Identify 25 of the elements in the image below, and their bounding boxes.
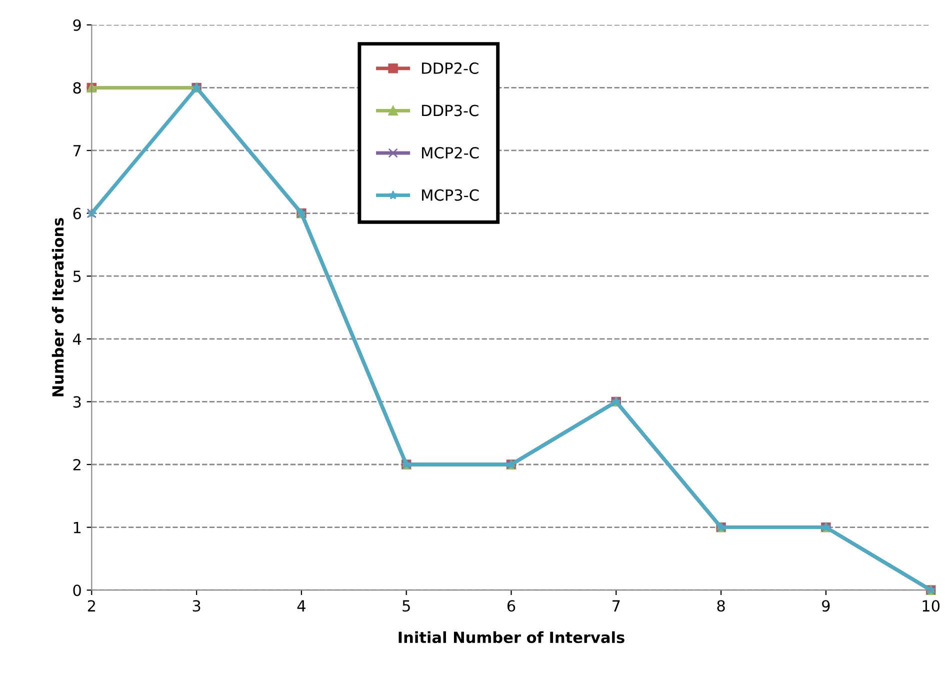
x-tick-label: 10 (922, 600, 940, 612)
x-tick-label: 3 (192, 600, 200, 612)
y-tick-label: 0 (73, 584, 81, 596)
x-axis-title: Initial Number of Intervals (398, 631, 624, 644)
x-tick-label: 7 (612, 600, 620, 612)
legend-label: MCP3-C (422, 189, 479, 201)
x-tick-label: 2 (88, 600, 95, 612)
y-tick-label: 6 (73, 208, 81, 220)
x-tick-label: 9 (822, 600, 830, 612)
legend-label: DDP2-C (422, 62, 478, 74)
y-tick-label: 2 (73, 458, 80, 470)
y-tick-label: 8 (73, 82, 81, 94)
y-tick-label: 1 (74, 522, 81, 534)
legend-label: MCP2-C (422, 146, 479, 159)
y-tick-label: 5 (73, 270, 81, 282)
y-tick-label: 4 (72, 334, 82, 345)
y-tick-label: 9 (73, 19, 81, 31)
y-axis-title: Number of Iterations (52, 218, 64, 396)
x-tick-label: 5 (402, 600, 410, 612)
legend-label: DDP3-C (422, 104, 478, 116)
y-tick-label: 7 (73, 145, 81, 156)
x-tick-label: 8 (717, 600, 725, 612)
y-tick-label: 3 (73, 396, 81, 408)
x-tick-label: 6 (507, 600, 516, 612)
x-tick-label: 4 (297, 600, 306, 612)
